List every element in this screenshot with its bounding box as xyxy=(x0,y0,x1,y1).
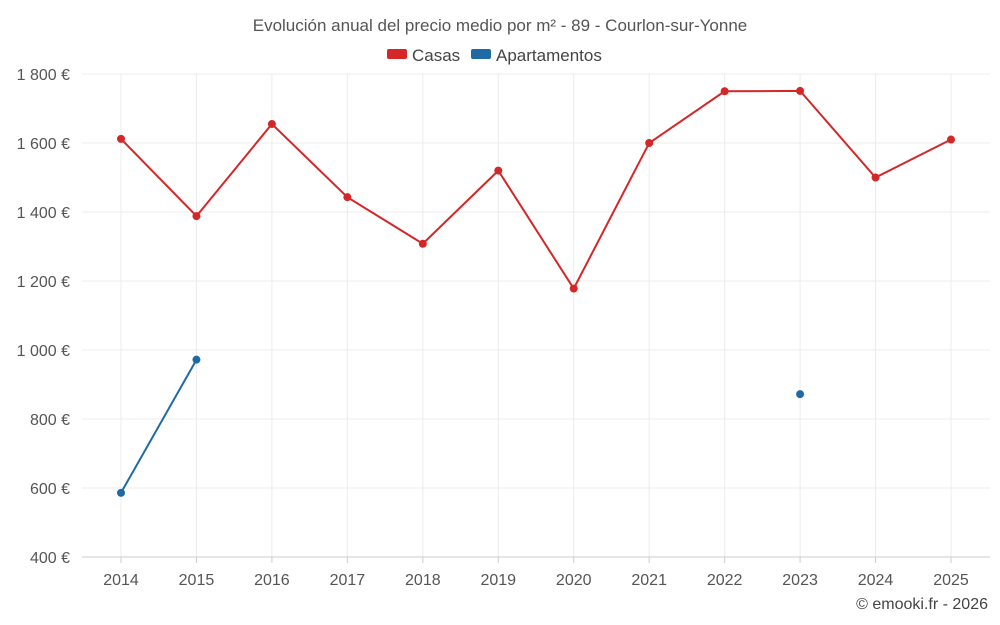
data-point-casas[interactable] xyxy=(267,120,276,129)
x-tick-label: 2018 xyxy=(405,572,441,589)
legend: Casas Apartamentos xyxy=(387,46,602,65)
legend-swatch-casas xyxy=(387,49,407,59)
chart-title: Evolución anual del precio medio por m² … xyxy=(253,16,748,35)
data-point-casas[interactable] xyxy=(796,86,805,95)
x-tick-label: 2020 xyxy=(556,572,592,589)
credit-text: © emooki.fr - 2026 xyxy=(856,596,988,613)
x-tick-label: 2022 xyxy=(707,572,743,589)
x-axis-ticks: 2014 2015 2016 2017 2018 2019 2020 2021 2022 2023… xyxy=(103,572,969,589)
x-tick-label: 2023 xyxy=(782,572,818,589)
x-tick-label: 2015 xyxy=(179,572,215,589)
y-tick-label: 1 800 € xyxy=(17,67,70,84)
legend-swatch-apartamentos xyxy=(471,49,491,59)
y-axis-ticks: 1 800 € 1 600 € 1 400 € 1 200 € 1 000 € 800 €… xyxy=(17,67,70,567)
legend-label-apartamentos: Apartamentos xyxy=(496,46,602,65)
series-apartamentos xyxy=(117,355,805,497)
data-point-apartamentos[interactable] xyxy=(192,355,201,364)
data-point-casas[interactable] xyxy=(192,212,201,221)
y-gridlines xyxy=(82,73,990,489)
x-tick-label: 2021 xyxy=(631,572,667,589)
data-point-casas[interactable] xyxy=(871,173,880,182)
y-tick-label: 1 400 € xyxy=(17,205,70,222)
data-point-apartamentos[interactable] xyxy=(117,488,125,497)
x-gridlines xyxy=(120,74,952,563)
y-tick-label: 1 000 € xyxy=(17,343,70,360)
x-tick-label: 2014 xyxy=(103,572,139,589)
data-point-casas[interactable] xyxy=(645,139,654,147)
x-tick-label: 2025 xyxy=(933,572,969,589)
series-casas xyxy=(117,86,955,293)
series-line-casas xyxy=(120,89,952,291)
x-tick-label: 2019 xyxy=(480,572,516,589)
y-tick-label: 1 600 € xyxy=(17,136,70,153)
data-point-apartamentos[interactable] xyxy=(796,390,805,399)
data-point-casas[interactable] xyxy=(343,193,352,202)
legend-label-casas: Casas xyxy=(412,46,460,65)
y-tick-label: 400 € xyxy=(30,550,70,567)
series-layer xyxy=(117,86,955,497)
x-tick-label: 2016 xyxy=(254,572,290,589)
data-point-casas[interactable] xyxy=(720,87,729,96)
y-tick-label: 1 200 € xyxy=(17,274,70,291)
data-point-casas[interactable] xyxy=(947,135,955,144)
data-point-casas[interactable] xyxy=(418,239,427,248)
data-point-casas[interactable] xyxy=(494,166,503,175)
x-tick-label: 2024 xyxy=(858,572,894,589)
x-tick-label: 2017 xyxy=(330,572,366,589)
y-tick-label: 600 € xyxy=(30,481,70,498)
y-tick-label: 800 € xyxy=(30,412,70,429)
series-line-apartamentos xyxy=(120,359,198,494)
data-point-casas[interactable] xyxy=(569,284,578,293)
data-point-casas[interactable] xyxy=(117,134,125,143)
